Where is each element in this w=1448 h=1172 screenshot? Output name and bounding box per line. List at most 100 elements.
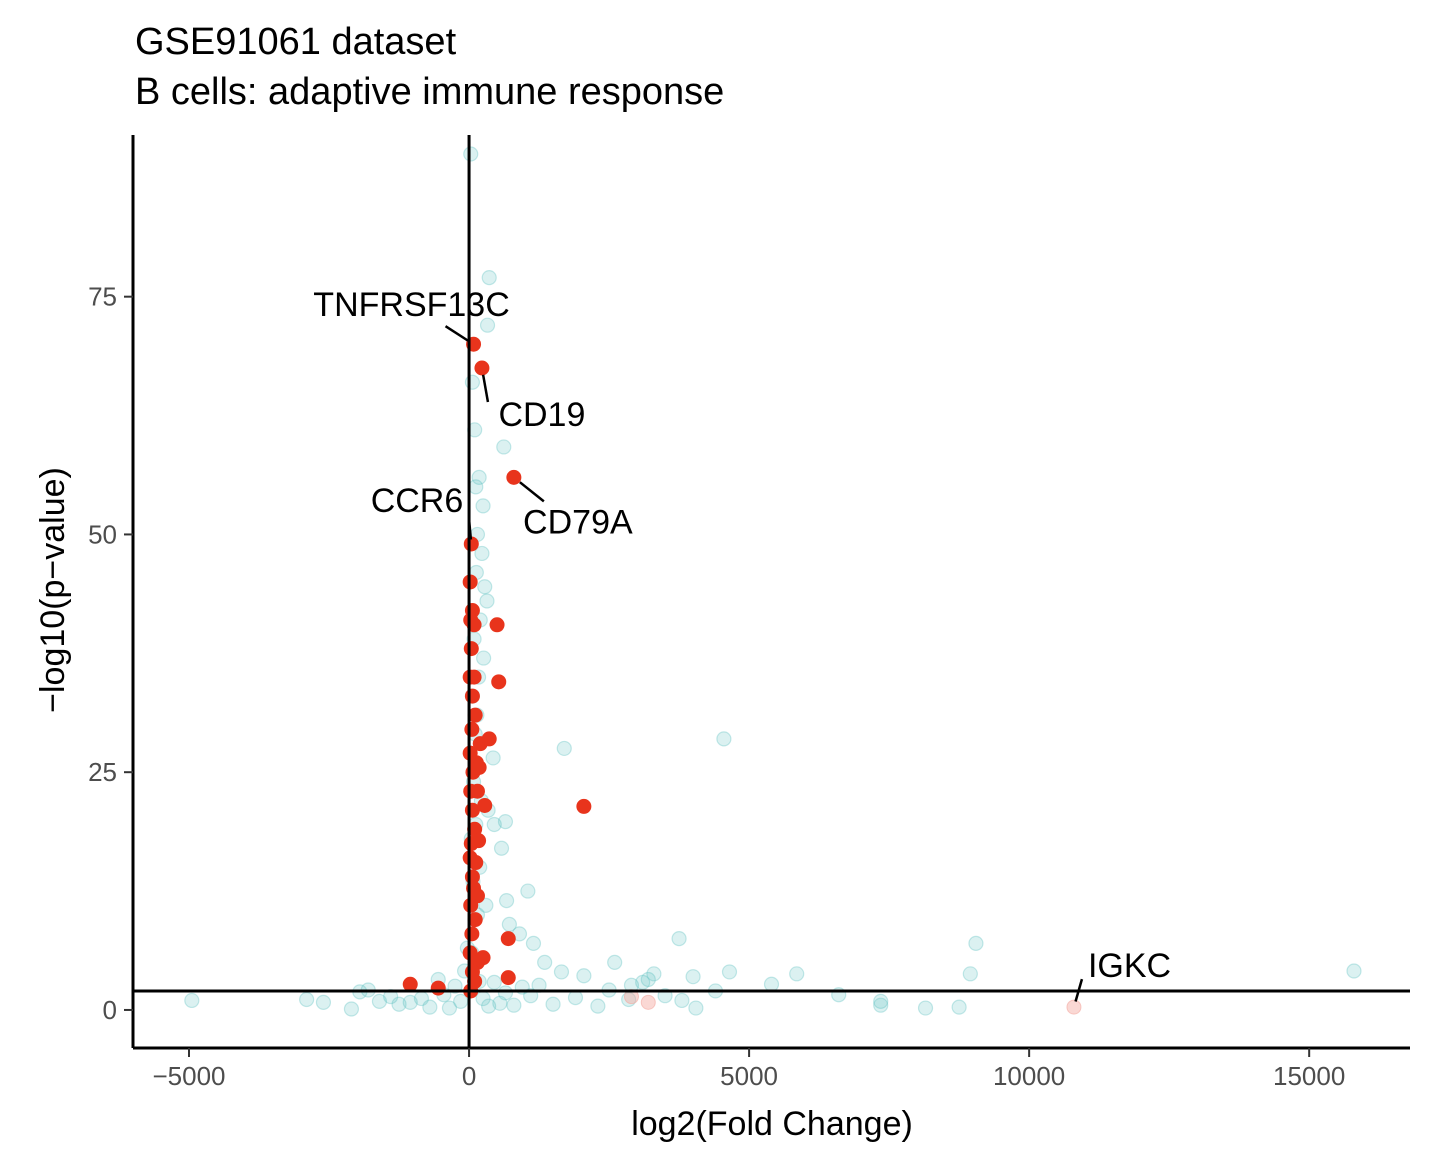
pathway-point-37 xyxy=(464,926,480,942)
gene-label-cd19: CD19 xyxy=(498,396,585,434)
background-point-65 xyxy=(721,964,738,980)
pathway-point-3 xyxy=(463,536,479,552)
background-point-66 xyxy=(962,966,978,982)
background-point-27 xyxy=(475,498,491,514)
background-point-87 xyxy=(951,999,967,1015)
chart-subtitle: B cells: adaptive immune response xyxy=(135,71,724,113)
background-point-93 xyxy=(590,998,606,1014)
background-point-90 xyxy=(621,991,637,1008)
gene-label-tnfrsf13c: TNFRSF13C xyxy=(313,286,509,324)
background-point-97 xyxy=(481,998,497,1014)
label-leader-igkc xyxy=(1074,978,1084,1002)
background-point-72 xyxy=(576,968,592,984)
background-point-8 xyxy=(391,996,407,1012)
background-point-24 xyxy=(496,439,512,455)
reference-lines xyxy=(133,135,1410,1048)
background-point-86 xyxy=(917,1000,934,1016)
background-point-22 xyxy=(464,374,481,390)
chart-title: GSE91061 dataset xyxy=(135,21,457,63)
background-point-74 xyxy=(635,974,651,990)
background-point-68 xyxy=(1346,963,1362,979)
background-point-3 xyxy=(343,1001,360,1017)
background-point-40 xyxy=(556,740,572,757)
pathway-point-41 xyxy=(475,950,491,966)
background-point-85 xyxy=(873,997,889,1013)
pathway-point-1 xyxy=(474,360,490,376)
background-point-26 xyxy=(468,479,484,495)
background-point-84 xyxy=(873,993,889,1009)
background-point-64 xyxy=(607,954,623,971)
background-point-70 xyxy=(646,966,662,982)
background-point-71 xyxy=(685,969,701,985)
background-point-67 xyxy=(789,966,805,982)
pathway-point-35 xyxy=(463,897,479,913)
pathway-point-12 xyxy=(491,674,507,690)
background-point-54 xyxy=(498,892,515,909)
y-axis-title: −log10(p−value) xyxy=(34,467,72,713)
gene-label-igkc: IGKC xyxy=(1088,947,1171,985)
background-point-47 xyxy=(497,814,514,830)
background-point-9 xyxy=(402,994,418,1010)
pathway-point-15 xyxy=(464,721,480,737)
background-point-31 xyxy=(477,579,493,595)
gene-label-cd79a: CD79A xyxy=(523,503,633,541)
background-point-32 xyxy=(479,593,495,609)
background-point-48 xyxy=(486,816,502,833)
background-point-81 xyxy=(486,974,502,990)
pathway-point-36 xyxy=(467,912,483,928)
x-tick-label-2: 5000 xyxy=(720,1061,778,1091)
background-point-80 xyxy=(497,985,514,1001)
label-leader-ccr6 xyxy=(468,521,473,540)
background-point-2 xyxy=(315,994,332,1010)
pathway-point-27 xyxy=(467,821,483,837)
background-point-69 xyxy=(553,964,570,980)
pathway-point-2 xyxy=(506,469,522,485)
background-point-55 xyxy=(478,897,494,913)
pathway-point-43 xyxy=(500,970,516,986)
y-tick-label-3: 75 xyxy=(88,282,117,312)
background-point-20 xyxy=(481,270,497,286)
x-axis-title: log2(Fold Change) xyxy=(631,1105,913,1143)
y-tick-label-0: 0 xyxy=(103,995,117,1025)
background-point-16 xyxy=(453,993,469,1009)
pathway-point-38 xyxy=(500,931,516,947)
pathway-point-17 xyxy=(481,731,497,747)
background-point-59 xyxy=(525,935,542,951)
background-point-21 xyxy=(479,317,496,333)
background-point-50 xyxy=(493,840,510,856)
label-leader-cd79a xyxy=(519,481,545,503)
pathway-point-14 xyxy=(467,707,483,723)
gene-labels: TNFRSF13C CD19 CD79A CCR6 IGKC xyxy=(313,286,1171,1002)
background-point-14 xyxy=(441,1000,458,1016)
pathway-point-21 xyxy=(471,759,487,775)
background-point-29 xyxy=(474,545,490,562)
label-leader-cd19 xyxy=(481,374,490,403)
background-point-19 xyxy=(463,146,479,162)
background-point-73 xyxy=(763,976,780,992)
background-point-11 xyxy=(422,999,438,1015)
background-point-91 xyxy=(545,996,561,1012)
background-point-92 xyxy=(567,989,584,1006)
x-tick-label-3: 10000 xyxy=(993,1061,1065,1091)
background-point-1 xyxy=(299,991,315,1008)
pathway-points xyxy=(402,336,1082,1015)
pathway-point-46 xyxy=(430,980,446,996)
faded-pathway-point-0 xyxy=(1066,999,1082,1015)
x-tick-label-1: 0 xyxy=(462,1061,476,1091)
x-tick-label-4: 15000 xyxy=(1273,1061,1345,1091)
pathway-point-23 xyxy=(469,783,485,799)
pathway-point-24 xyxy=(576,798,592,814)
background-point-42 xyxy=(485,750,501,766)
background-points xyxy=(184,146,1362,1017)
background-point-53 xyxy=(520,883,536,899)
background-point-6 xyxy=(371,993,388,1009)
background-point-60 xyxy=(671,931,687,947)
pathway-point-8 xyxy=(489,617,505,633)
background-point-35 xyxy=(476,650,492,666)
pathway-point-29 xyxy=(471,833,487,849)
gene-label-ccr6: CCR6 xyxy=(371,482,464,520)
background-point-63 xyxy=(537,954,553,971)
background-point-25 xyxy=(471,469,487,485)
y-axis-ticks: 0 25 50 75 xyxy=(88,282,133,1025)
background-point-41 xyxy=(716,731,732,747)
